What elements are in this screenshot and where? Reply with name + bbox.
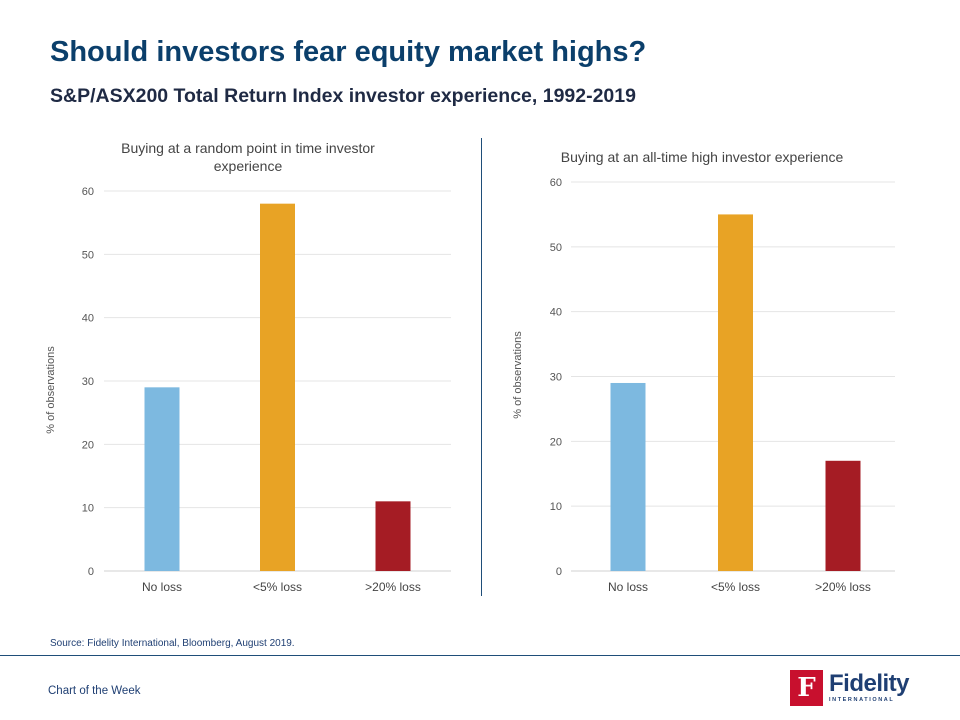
x-category-label: <5% loss — [253, 580, 302, 594]
logo-subtext: INTERNATIONAL — [829, 697, 895, 704]
x-category-label: No loss — [608, 580, 648, 594]
y-tick-label: 20 — [550, 436, 562, 448]
x-category-label: >20% loss — [365, 580, 421, 594]
y-tick-label: 40 — [550, 307, 562, 319]
fidelity-logo: F Fidelity INTERNATIONAL — [790, 670, 910, 706]
x-category-label: >20% loss — [815, 580, 871, 594]
bar — [375, 501, 411, 571]
source-note: Source: Fidelity International, Bloomber… — [50, 638, 295, 649]
y-tick-label: 30 — [550, 372, 562, 384]
logo-glyph: F — [797, 673, 816, 703]
bar — [825, 460, 861, 571]
bar — [144, 387, 180, 571]
y-tick-label: 20 — [82, 439, 94, 451]
y-tick-label: 0 — [88, 566, 94, 578]
logo-wordmark: Fidelity — [829, 670, 910, 698]
x-category-label: No loss — [142, 580, 182, 594]
footer-divider — [0, 655, 960, 656]
y-tick-label: 60 — [82, 186, 94, 198]
panel-divider — [481, 138, 482, 596]
y-tick-label: 40 — [82, 313, 94, 325]
bar — [610, 382, 646, 571]
y-tick-label: 10 — [82, 503, 94, 515]
bar — [718, 214, 753, 571]
y-axis-label: % of observations — [512, 331, 524, 419]
x-category-label: <5% loss — [711, 580, 760, 594]
chart-random-point: Buying at a random point in time investo… — [45, 140, 451, 594]
bar — [260, 203, 295, 571]
footer-series-label: Chart of the Week — [48, 685, 141, 697]
chart-all-time-high: Buying at an all-time high investor expe… — [512, 149, 895, 594]
fidelity-logo-mark: F — [790, 670, 823, 706]
page-subtitle: S&P/ASX200 Total Return Index investor e… — [50, 85, 636, 107]
chart-title-line: experience — [214, 158, 283, 174]
y-tick-label: 60 — [550, 177, 562, 189]
y-tick-label: 50 — [82, 249, 94, 261]
chart-title-line: Buying at a random point in time investo… — [121, 140, 375, 156]
y-tick-label: 30 — [82, 376, 94, 388]
y-tick-label: 10 — [550, 501, 562, 513]
page-title: Should investors fear equity market high… — [50, 36, 647, 68]
chart-title-line: Buying at an all-time high investor expe… — [561, 149, 844, 165]
y-tick-label: 0 — [556, 566, 562, 578]
y-axis-label: % of observations — [45, 346, 57, 434]
y-tick-label: 50 — [550, 242, 562, 254]
